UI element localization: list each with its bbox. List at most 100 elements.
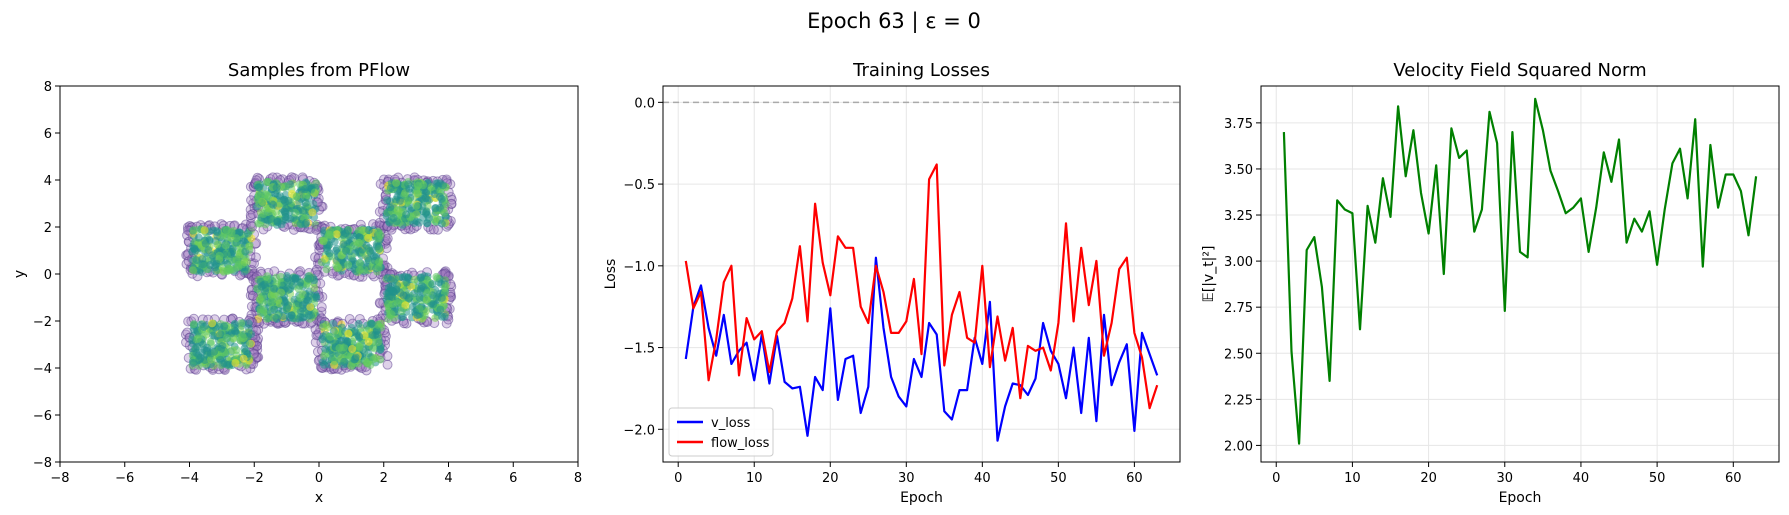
scatter-point	[189, 320, 198, 329]
scatter-point	[428, 224, 439, 235]
scatter-point	[416, 273, 425, 282]
axes-frame	[59, 85, 579, 463]
scatter-point	[200, 226, 209, 235]
scatter-point	[403, 273, 412, 282]
scatter-point	[392, 178, 401, 187]
cluster-7	[310, 313, 393, 376]
y-tick-label: 0.0	[634, 96, 655, 111]
scatter-point	[261, 190, 270, 199]
x-tick-label: −6	[115, 471, 134, 486]
y-tick-label: 4	[44, 174, 52, 189]
scatter-point	[330, 356, 339, 365]
cluster-1	[245, 172, 328, 235]
y-tick-label: 3.50	[1224, 163, 1253, 178]
scatter-point	[320, 351, 329, 360]
x-tick-label: 2	[380, 471, 388, 486]
scatter-point	[304, 274, 313, 283]
scatter-point	[317, 258, 326, 267]
scatter-point	[348, 344, 357, 353]
y-tick-label: −2	[33, 315, 52, 330]
scatter-point	[246, 330, 255, 339]
scatter-point	[262, 314, 271, 323]
scatter-point	[423, 210, 432, 219]
scatter-point	[431, 204, 440, 213]
scatter-point	[267, 298, 276, 307]
scatter-point	[373, 242, 382, 251]
cluster-4	[245, 266, 328, 329]
losses-panel: Training Losses 0 10 20 30 40 50 60 −2.0 −1.5 −1.0…	[603, 60, 1181, 506]
y-tick-label: −0.5	[623, 178, 655, 193]
x-tick-label: 20	[1420, 471, 1437, 486]
x-tick-label: 40	[974, 471, 991, 486]
scatter-point	[369, 355, 378, 364]
scatter-point	[220, 322, 229, 331]
scatter-point	[294, 284, 303, 293]
scatter-point	[189, 266, 198, 275]
scatter-point	[191, 344, 200, 353]
scatter-point	[283, 278, 292, 287]
x-tick-label: 0	[674, 471, 682, 486]
scatter-point	[245, 242, 254, 251]
x-tick-label: 6	[509, 471, 517, 486]
scatter-point	[397, 307, 406, 316]
scatter-point	[405, 184, 414, 193]
scatter-point	[422, 289, 431, 298]
scatter-point	[368, 331, 377, 340]
x-tick-label: 10	[1344, 471, 1361, 486]
y-axis-label: 𝔼[|v_t|²]	[1201, 246, 1217, 303]
x-axis-label: x	[315, 490, 323, 506]
scatter-point	[423, 219, 432, 228]
x-tick-label: 30	[1496, 471, 1513, 486]
scatter-point	[437, 194, 446, 203]
y-tick-label: 2.75	[1224, 301, 1253, 316]
scatter-point	[208, 319, 217, 328]
scatter-point	[412, 202, 421, 211]
scatter-point	[367, 319, 376, 328]
scatter-point	[225, 265, 234, 274]
scatter-point	[343, 337, 352, 346]
scatter-point	[238, 332, 247, 341]
scatter-point	[354, 319, 363, 328]
scatter-point	[308, 208, 317, 217]
scatter-point	[296, 293, 305, 302]
scatter-point	[349, 241, 358, 250]
scatter-point	[292, 192, 301, 201]
y-tick-label: 8	[44, 80, 52, 95]
scatter-point	[301, 198, 310, 207]
scatter-point	[422, 295, 431, 304]
scatter-point	[205, 261, 214, 270]
scatter-point	[262, 178, 271, 187]
scatter-point	[355, 259, 364, 268]
scatter-point	[216, 355, 225, 364]
series-line	[1282, 97, 1758, 445]
scatter-point	[326, 230, 335, 239]
x-tick-label: 20	[822, 471, 839, 486]
scatter-point	[272, 273, 281, 282]
y-axis-label: Loss	[603, 259, 619, 290]
scatter-point	[193, 334, 202, 343]
scatter-point	[254, 314, 263, 323]
scatter-point	[418, 202, 427, 211]
scatter-point	[216, 330, 225, 339]
scatter-point	[310, 283, 319, 292]
scatter-point	[432, 179, 441, 188]
scatter-point	[388, 286, 397, 295]
scatter-point	[361, 357, 370, 366]
scatter-point	[395, 196, 404, 205]
scatter-point	[222, 226, 231, 235]
scatter-point	[439, 181, 448, 190]
scatter-point	[301, 220, 310, 229]
scatter-point	[221, 241, 230, 250]
scatter-point	[267, 214, 276, 223]
scatter-point	[274, 296, 283, 305]
scatter-point	[325, 249, 334, 258]
scatter-point	[278, 216, 287, 225]
scatter-point	[232, 234, 241, 243]
scatter-point	[240, 258, 249, 267]
scatter-point	[421, 188, 430, 197]
cluster-2	[310, 219, 393, 282]
scatter-point	[440, 312, 449, 321]
x-tick-label: 50	[1050, 471, 1067, 486]
scatter-point	[333, 330, 342, 339]
scatter-point	[281, 208, 290, 217]
